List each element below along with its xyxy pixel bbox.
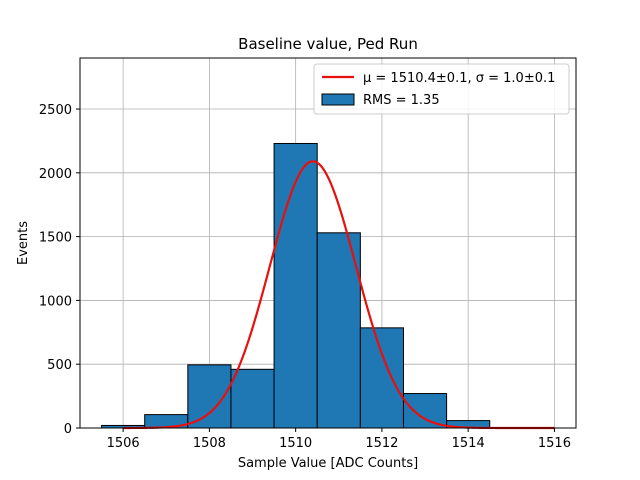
x-tick-label: 1512 — [365, 436, 398, 451]
legend-box — [313, 63, 570, 115]
y-tick-label: 2000 — [39, 167, 72, 182]
x-tick-label: 1508 — [193, 436, 226, 451]
histogram-bars — [101, 142, 491, 429]
histogram-bar — [230, 368, 275, 429]
x-axis-ticks: 1506 1508 1510 1512 1514 1516 — [107, 428, 571, 451]
histogram-bar — [402, 393, 448, 429]
histogram-bar — [359, 327, 404, 429]
x-tick-label: 1516 — [538, 436, 571, 451]
y-tick-label: 2500 — [39, 103, 72, 118]
y-tick-label: 1500 — [39, 231, 72, 246]
axes-frame — [79, 57, 577, 429]
histogram-bar — [316, 232, 361, 429]
chart-title: Baseline value, Ped Run — [238, 35, 418, 53]
y-axis-ticks: 0 500 1000 1500 2000 2500 — [39, 103, 80, 437]
y-tick-label: 500 — [47, 358, 72, 373]
histogram-bar — [273, 142, 318, 429]
y-tick-label: 0 — [64, 422, 72, 437]
x-tick-label: 1510 — [279, 436, 312, 451]
legend-histogram-label: RMS = 1.35 — [363, 93, 440, 108]
legend-histogram-swatch — [321, 93, 355, 106]
x-tick-label: 1514 — [452, 436, 485, 451]
x-tick-label: 1506 — [107, 436, 140, 451]
legend-fit-label: μ = 1510.4±0.1, σ = 1.0±0.1 — [363, 71, 555, 86]
y-axis-label: Events — [16, 221, 31, 265]
x-axis-label: Sample Value [ADC Counts] — [238, 456, 418, 471]
y-tick-label: 1000 — [39, 294, 72, 309]
legend: μ = 1510.4±0.1, σ = 1.0±0.1 RMS = 1.35 — [313, 63, 570, 115]
